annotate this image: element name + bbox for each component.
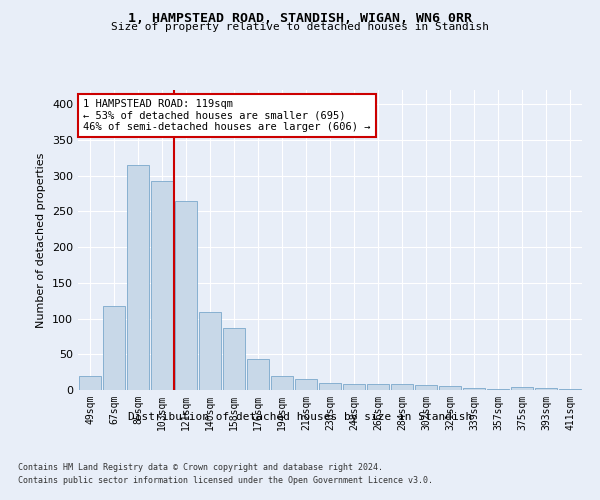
- Bar: [511, 387, 533, 390]
- Text: Size of property relative to detached houses in Standish: Size of property relative to detached ho…: [111, 22, 489, 32]
- Bar: [223, 328, 245, 390]
- Text: 1, HAMPSTEAD ROAD, STANDISH, WIGAN, WN6 0RR: 1, HAMPSTEAD ROAD, STANDISH, WIGAN, WN6 …: [128, 12, 472, 26]
- Bar: [319, 383, 341, 390]
- Bar: [151, 180, 173, 390]
- Bar: [199, 312, 221, 390]
- Bar: [487, 388, 509, 390]
- Bar: [103, 306, 125, 390]
- Bar: [415, 385, 437, 390]
- Text: Contains public sector information licensed under the Open Government Licence v3: Contains public sector information licen…: [18, 476, 433, 485]
- Text: Distribution of detached houses by size in Standish: Distribution of detached houses by size …: [128, 412, 472, 422]
- Text: Contains HM Land Registry data © Crown copyright and database right 2024.: Contains HM Land Registry data © Crown c…: [18, 462, 383, 471]
- Bar: [79, 376, 101, 390]
- Bar: [535, 388, 557, 390]
- Bar: [343, 384, 365, 390]
- Bar: [295, 378, 317, 390]
- Bar: [175, 200, 197, 390]
- Text: 1 HAMPSTEAD ROAD: 119sqm
← 53% of detached houses are smaller (695)
46% of semi-: 1 HAMPSTEAD ROAD: 119sqm ← 53% of detach…: [83, 99, 371, 132]
- Y-axis label: Number of detached properties: Number of detached properties: [37, 152, 46, 328]
- Bar: [247, 360, 269, 390]
- Bar: [463, 388, 485, 390]
- Bar: [439, 386, 461, 390]
- Bar: [127, 165, 149, 390]
- Bar: [271, 376, 293, 390]
- Bar: [367, 384, 389, 390]
- Bar: [559, 388, 581, 390]
- Bar: [391, 384, 413, 390]
